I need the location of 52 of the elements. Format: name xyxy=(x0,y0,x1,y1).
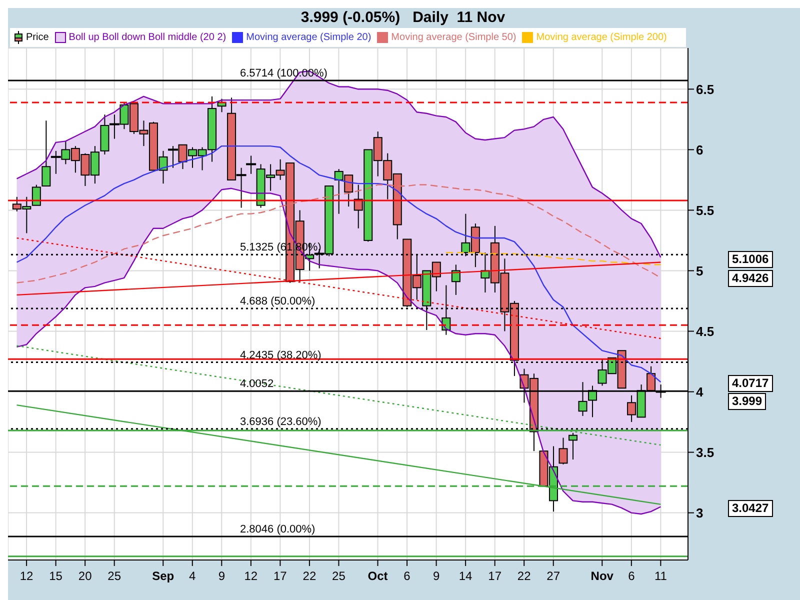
x-tick-label: 11 xyxy=(654,569,668,583)
legend-label: Price xyxy=(25,31,49,44)
y-tick-label: 5 xyxy=(696,263,704,278)
x-tick-label: Sep xyxy=(152,569,174,583)
x-tick-label: 6 xyxy=(404,569,411,583)
y-tick-label: 3 xyxy=(696,505,704,520)
ref-line-label: 4.0052 xyxy=(240,378,274,390)
y-tick-label: 6.5 xyxy=(696,82,714,97)
x-tick-label: 15 xyxy=(49,569,63,583)
text: 5.1006 xyxy=(728,250,773,268)
line-series xyxy=(16,70,662,258)
line-series xyxy=(16,188,662,515)
x-tick-label: 25 xyxy=(108,569,122,583)
x-tick-label: 4 xyxy=(189,569,196,583)
x-tick-label: 12 xyxy=(20,569,34,583)
y-tick-label: 3.5 xyxy=(696,444,714,460)
candlestick xyxy=(558,437,568,465)
legend-label: Moving average (Simple 20) xyxy=(245,32,372,43)
x-tick-label: 9 xyxy=(218,569,226,583)
x-tick-label: 22 xyxy=(517,569,532,583)
text: 3.999 xyxy=(728,393,766,410)
ref-line-label: 2.8046 (0.00%) xyxy=(240,523,316,536)
legend-label: Boll up Boll down Boll middle (20 2) xyxy=(68,32,226,43)
x-tick-label: 12 xyxy=(244,569,258,583)
candlestick xyxy=(568,432,578,460)
candlestick xyxy=(32,184,41,206)
x-tick-label: 17 xyxy=(488,569,502,583)
text: 4.9426 xyxy=(728,270,773,287)
ref-line-label: 3.6936 (23.60%) xyxy=(240,416,322,428)
ref-line-label: 4.688 (50.00%) xyxy=(240,295,316,308)
text: 4.0717 xyxy=(728,375,773,392)
chart-title: 3.999 (-0.05%) Daily 11 Nov xyxy=(300,9,506,26)
x-tick-label: 6 xyxy=(628,569,636,583)
x-tick-label: 20 xyxy=(78,569,92,583)
text: 3.0427 xyxy=(728,500,773,517)
x-tick-label: 25 xyxy=(332,569,346,583)
x-tick-label: 22 xyxy=(302,569,316,583)
x-tick-label: 17 xyxy=(274,569,288,583)
x-tick-label: Nov xyxy=(590,569,614,583)
y-tick-label: 5.5 xyxy=(696,202,714,218)
legend-label: Moving average (Simple 50) xyxy=(390,32,516,43)
candlestick xyxy=(451,264,460,296)
ref-line-label: 4.2435 (38.20%) xyxy=(240,349,322,362)
x-tick-label: 9 xyxy=(432,569,440,583)
candlestick xyxy=(42,120,51,186)
x-tick-label: Oct xyxy=(368,569,388,583)
y-tick-label: 6 xyxy=(696,142,704,158)
x-tick-label: 14 xyxy=(458,569,473,583)
y-tick-label: 4.5 xyxy=(696,324,714,339)
y-tick-label: 4 xyxy=(696,384,704,400)
legend-label: Moving average (Simple 200) xyxy=(535,32,667,43)
x-tick-label: 27 xyxy=(546,569,560,583)
